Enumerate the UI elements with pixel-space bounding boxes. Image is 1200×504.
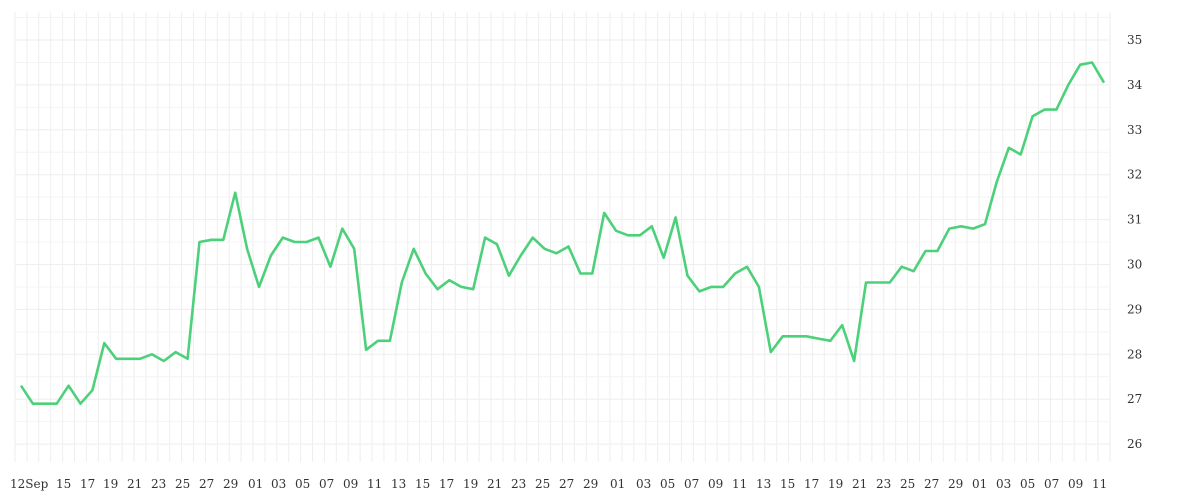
x-tick-label: 25: [175, 477, 190, 491]
x-tick-label: 07: [1044, 477, 1059, 491]
x-tick-label: 11: [367, 477, 382, 491]
x-tick-label: 05: [1020, 477, 1035, 491]
x-tick-label: 12Sep: [10, 477, 49, 491]
x-tick-label: 27: [199, 477, 214, 491]
y-tick-label: 35: [1127, 33, 1142, 47]
x-tick-label: 21: [852, 477, 867, 491]
chart-canvas: 26 27 28 29 30 31 32 33 34 35 12Sep 15 17 19 21 23 25 27…: [0, 0, 1200, 500]
y-tick-label: 26: [1127, 437, 1142, 451]
x-tick-label: 21: [127, 477, 142, 491]
y-tick-label: 28: [1127, 347, 1142, 361]
y-axis-labels: 26 27 28 29 30 31 32 33 34 35: [1127, 33, 1143, 451]
y-tick-label: 32: [1127, 168, 1142, 182]
y-tick-label: 33: [1127, 123, 1142, 137]
x-tick-label: 05: [660, 477, 675, 491]
x-tick-label: 17: [80, 477, 95, 491]
y-tick-label: 34: [1127, 78, 1143, 92]
x-tick-label: 17: [804, 477, 819, 491]
x-tick-label: 03: [996, 477, 1011, 491]
x-tick-label: 03: [271, 477, 286, 491]
x-tick-label: 23: [876, 477, 891, 491]
x-tick-label: 01: [248, 477, 263, 491]
x-tick-label: 21: [487, 477, 502, 491]
line-chart: 26 27 28 29 30 31 32 33 34 35 12Sep 15 17 19 21 23 25 27…: [0, 0, 1200, 500]
x-tick-label: 25: [535, 477, 550, 491]
x-tick-label: 27: [559, 477, 574, 491]
x-tick-label: 19: [103, 477, 118, 491]
x-tick-label: 23: [511, 477, 526, 491]
y-tick-label: 31: [1127, 213, 1142, 227]
x-tick-label: 09: [708, 477, 723, 491]
x-tick-label: 13: [756, 477, 771, 491]
x-tick-label: 23: [151, 477, 166, 491]
x-tick-label: 25: [900, 477, 915, 491]
x-tick-label: 13: [391, 477, 406, 491]
y-tick-label: 29: [1127, 302, 1142, 316]
x-tick-label: 09: [343, 477, 358, 491]
x-tick-label: 09: [1068, 477, 1083, 491]
x-tick-label: 19: [463, 477, 478, 491]
x-tick-label: 07: [684, 477, 699, 491]
x-axis-labels: 12Sep 15 17 19 21 23 25 27 29 01 03 05 07 09 11 13 15 17 1…: [10, 477, 1107, 491]
x-tick-label: 11: [732, 477, 747, 491]
x-tick-label: 29: [223, 477, 238, 491]
x-tick-label: 15: [780, 477, 795, 491]
x-tick-label: 11: [1092, 477, 1107, 491]
x-tick-label: 15: [415, 477, 430, 491]
x-tick-label: 29: [583, 477, 598, 491]
x-tick-label: 29: [948, 477, 963, 491]
y-tick-label: 30: [1127, 258, 1142, 272]
x-tick-label: 19: [828, 477, 843, 491]
y-tick-label: 27: [1127, 392, 1142, 406]
x-tick-label: 27: [924, 477, 939, 491]
x-tick-label: 15: [56, 477, 71, 491]
x-tick-label: 03: [636, 477, 651, 491]
x-tick-label: 05: [295, 477, 310, 491]
x-tick-label: 07: [319, 477, 334, 491]
x-tick-label: 01: [610, 477, 625, 491]
x-tick-label: 17: [439, 477, 454, 491]
x-tick-label: 01: [972, 477, 987, 491]
